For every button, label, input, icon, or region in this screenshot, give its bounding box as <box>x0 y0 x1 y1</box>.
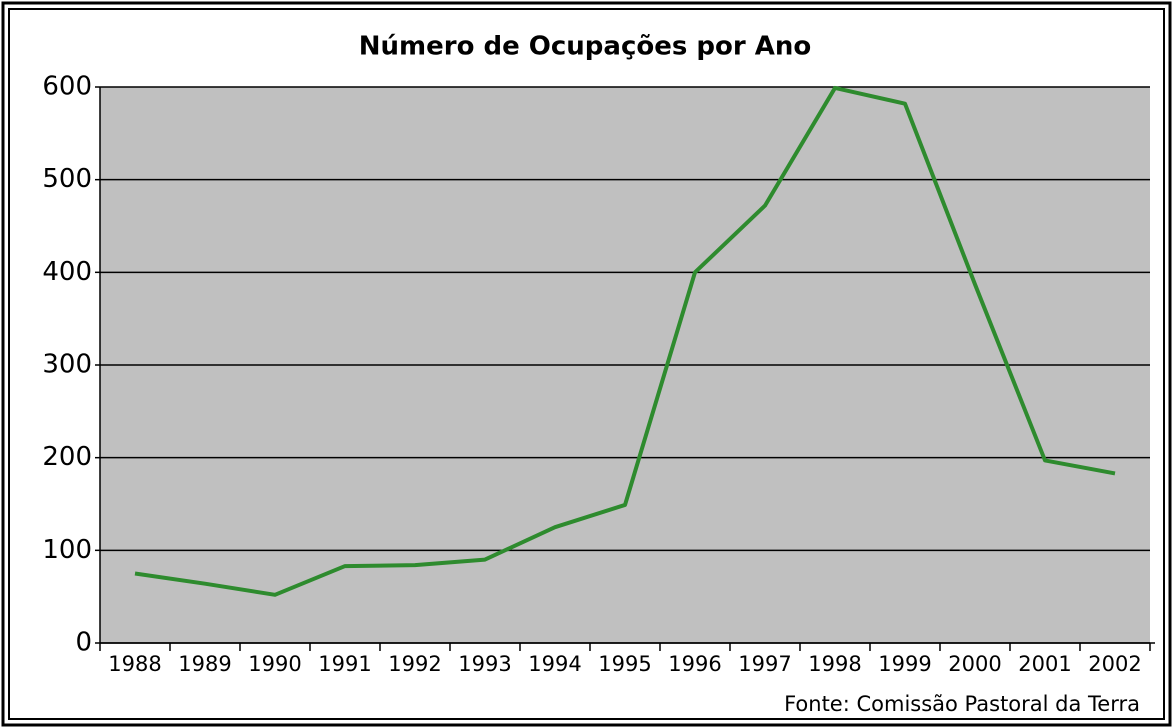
x-tick-label: 1992 <box>388 652 441 676</box>
y-tick-label: 600 <box>42 72 92 102</box>
x-tick-label: 1999 <box>878 652 931 676</box>
y-tick-label: 100 <box>42 535 92 565</box>
x-tick-label: 1994 <box>528 652 581 676</box>
x-tick-label: 1990 <box>248 652 301 676</box>
x-tick-label: 1989 <box>178 652 231 676</box>
x-tick-label: 1998 <box>808 652 861 676</box>
x-tick-label: 2001 <box>1018 652 1071 676</box>
y-tick-label: 400 <box>42 257 92 287</box>
source: Fonte: Comissão Pastoral da Terra <box>784 692 1140 716</box>
chart-title: Número de Ocupações por Ano <box>359 32 812 62</box>
y-tick-label: 300 <box>42 350 92 380</box>
x-tick-label: 2002 <box>1088 652 1141 676</box>
x-tick-label: 1997 <box>738 652 791 676</box>
y-tick-label: 0 <box>75 628 92 658</box>
data-line <box>134 85 1116 597</box>
x-tick-label: 1988 <box>108 652 161 676</box>
x-tick-label: 1993 <box>458 652 511 676</box>
y-tick-label: 200 <box>42 442 92 472</box>
frame-inner <box>8 8 1165 720</box>
x-tick-label: 2000 <box>948 652 1001 676</box>
y-tick-label: 500 <box>42 164 92 194</box>
x-tick-label: 1996 <box>668 652 721 676</box>
x-tick-label: 1991 <box>318 652 371 676</box>
x-tick-label: 1995 <box>598 652 651 676</box>
